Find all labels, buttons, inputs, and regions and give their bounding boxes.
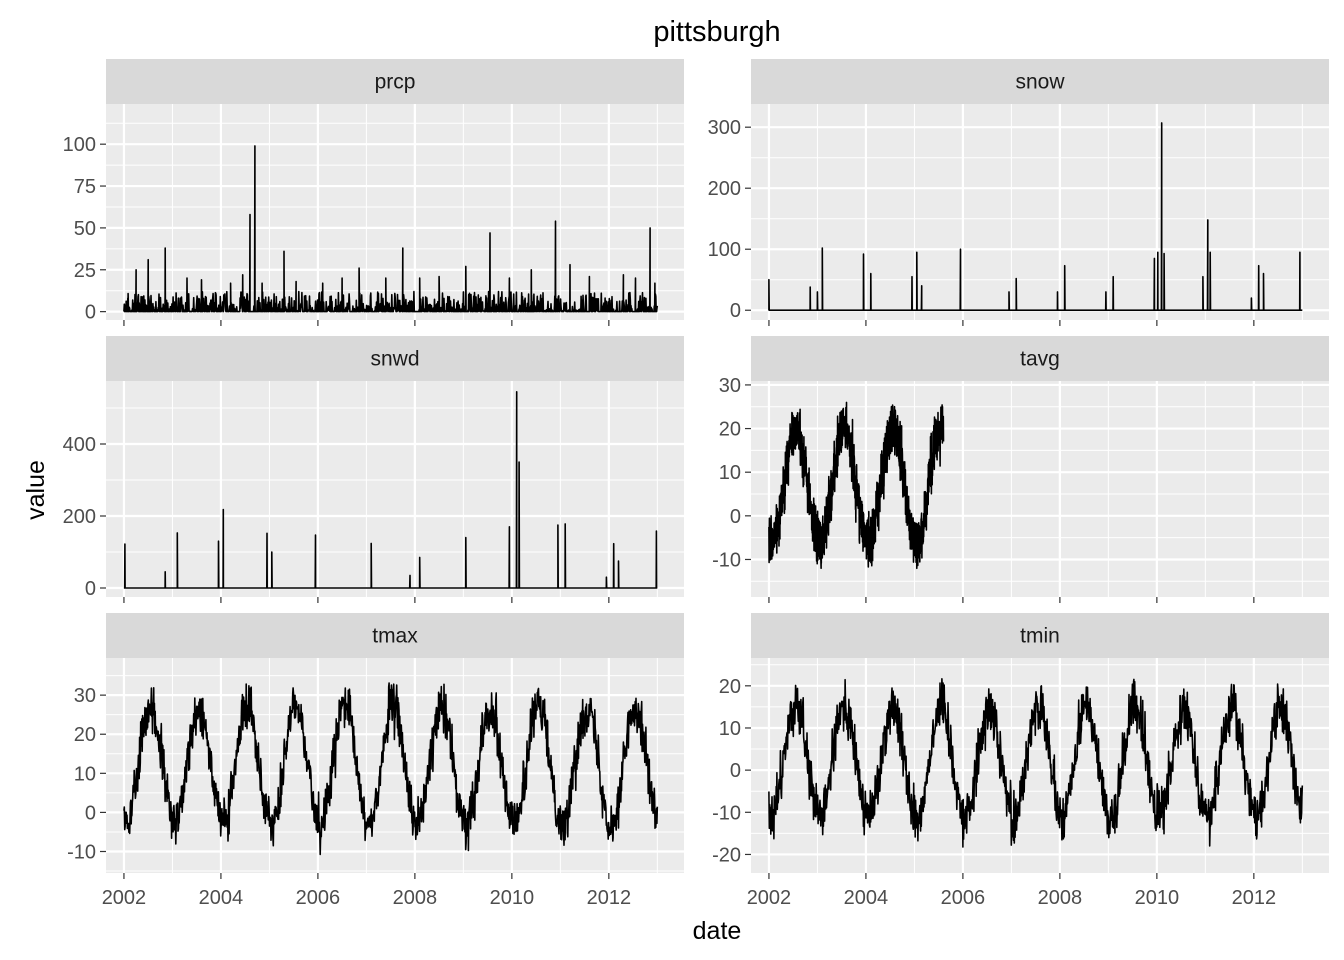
y-tick-label: 0 — [85, 302, 96, 324]
y-tick-label: 200 — [708, 178, 741, 200]
y-tick-label: 10 — [74, 763, 96, 785]
facet-tmin: tmin -20 -10 0 10 20 2002 2004 2006 2008 2010 2012 — [712, 613, 1329, 909]
x-tick-label: 2004 — [199, 887, 244, 909]
panel-background-tavg — [751, 381, 1329, 597]
chart-title: pittsburgh — [653, 16, 780, 48]
series-line-snow — [768, 122, 1303, 311]
x-tick-label: 2004 — [844, 887, 889, 909]
facet-strip-prcp — [106, 59, 684, 104]
panel-background-tmin — [751, 658, 1329, 873]
x-tick-label: 2006 — [941, 887, 986, 909]
gridlines-tavg — [751, 381, 1329, 597]
facet-strip-label-snow: snow — [1015, 71, 1065, 94]
y-tick-label: 30 — [74, 685, 96, 707]
y-tick-label: 20 — [719, 419, 741, 441]
series-line-snwd — [123, 391, 658, 589]
facet-strip-label-prcp: prcp — [375, 71, 416, 94]
series-line-tmin — [768, 678, 1304, 848]
facet-tavg: tavg -10 0 10 20 30 — [712, 336, 1329, 603]
y-axis-title: value — [22, 460, 50, 520]
x-tick-label: 2010 — [490, 887, 535, 909]
series-line-prcp — [123, 145, 659, 313]
y-tick-label: 400 — [63, 434, 96, 456]
facet-strip-label-tmax: tmax — [372, 625, 418, 648]
y-tick-label: 0 — [730, 300, 741, 322]
x-axis-title: date — [693, 917, 742, 945]
facet-tmax: tmax -10 0 10 20 30 2002 2004 2006 2008 2010 2012 — [67, 613, 684, 909]
panel-background-prcp — [106, 104, 684, 320]
y-tick-label: 50 — [74, 218, 96, 240]
facet-strip-snwd — [106, 336, 684, 381]
facet-snwd: snwd 0 200 400 — [63, 336, 684, 603]
y-tick-label: -10 — [712, 802, 741, 824]
facet-strip-label-tmin: tmin — [1020, 625, 1060, 648]
y-tick-label: 25 — [74, 260, 96, 282]
y-tick-label: 0 — [85, 578, 96, 600]
facet-strip-tavg — [751, 336, 1329, 381]
facet-strip-tmax — [106, 613, 684, 658]
facet-strip-label-snwd: snwd — [370, 348, 419, 371]
y-tick-label: -20 — [712, 844, 741, 866]
x-tick-label: 2010 — [1135, 887, 1180, 909]
facet-snow: snow 0 100 200 300 — [708, 59, 1329, 326]
y-tick-label: 20 — [74, 724, 96, 746]
x-tick-label: 2012 — [1232, 887, 1277, 909]
y-tick-label: -10 — [712, 549, 741, 571]
series-line-tavg — [768, 401, 945, 570]
gridlines-prcp — [106, 104, 684, 320]
facet-strip-label-tavg: tavg — [1020, 348, 1060, 371]
y-tick-label: -10 — [67, 842, 96, 864]
y-tick-label: 100 — [63, 134, 96, 156]
y-tick-label: 0 — [730, 506, 741, 528]
panel-background-snow — [751, 104, 1329, 320]
y-tick-label: 30 — [719, 375, 741, 397]
y-tick-label: 100 — [708, 239, 741, 261]
panel-background-tmax — [106, 658, 684, 873]
y-tick-label: 300 — [708, 117, 741, 139]
panel-background-snwd — [106, 381, 684, 597]
y-tick-label: 10 — [719, 718, 741, 740]
x-tick-label: 2008 — [1038, 887, 1083, 909]
y-tick-label: 0 — [85, 802, 96, 824]
y-tick-label: 10 — [719, 462, 741, 484]
y-tick-label: 0 — [730, 760, 741, 782]
y-tick-label: 20 — [719, 676, 741, 698]
x-tick-label: 2008 — [393, 887, 438, 909]
y-tick-label: 75 — [74, 176, 96, 198]
y-tick-label: 200 — [63, 506, 96, 528]
series-line-tmax — [123, 682, 659, 856]
x-tick-label: 2012 — [587, 887, 632, 909]
x-tick-label: 2002 — [747, 887, 792, 909]
facet-strip-snow — [751, 59, 1329, 104]
facet-panels: prcp0255075100snow0100200300snwd0200400t… — [63, 59, 1329, 909]
facet-prcp: prcp 0 25 50 75 100 — [63, 59, 684, 326]
x-tick-label: 2006 — [296, 887, 341, 909]
facet-strip-tmin — [751, 613, 1329, 658]
x-tick-label: 2002 — [102, 887, 147, 909]
